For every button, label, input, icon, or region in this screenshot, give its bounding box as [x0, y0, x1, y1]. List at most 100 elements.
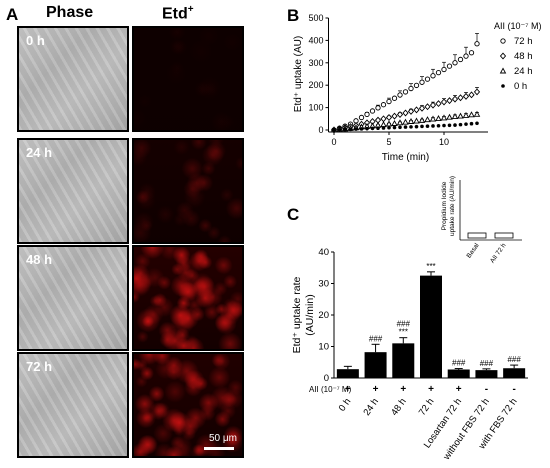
- phase-image-0: 0 h: [17, 26, 129, 132]
- c-aii-mark: -: [512, 384, 515, 395]
- b-point-0h: [431, 124, 435, 128]
- c-significance-mark: ***: [399, 328, 408, 337]
- b-point-24h: [380, 121, 387, 128]
- b-point-24h: [446, 113, 453, 120]
- b-point-72h: [452, 60, 458, 66]
- b-point-72h: [474, 41, 480, 47]
- b-y-axis-label: Etd⁺ uptake (AU): [293, 36, 304, 112]
- b-point-48h: [429, 101, 437, 109]
- c-significance-mark: ***: [426, 262, 435, 271]
- c-significance-mark: ###: [480, 359, 494, 368]
- b-point-48h: [473, 88, 481, 96]
- b-point-72h: [402, 89, 409, 95]
- b-point-48h: [446, 97, 453, 105]
- b-point-72h: [375, 105, 381, 111]
- b-point-24h: [347, 124, 354, 131]
- b-point-72h: [457, 56, 464, 63]
- b-point-0h: [436, 123, 441, 128]
- b-point-24h: [352, 124, 360, 131]
- b-point-72h: [358, 114, 365, 121]
- b-point-24h: [473, 110, 481, 117]
- c-bar-1: [364, 352, 387, 378]
- b-point-24h: [341, 125, 349, 132]
- etd-fluorescence-image-3: 50 μm: [132, 352, 244, 458]
- c-significance-mark: ###: [369, 334, 383, 343]
- c-bar-5: [475, 370, 498, 378]
- b-point-48h: [374, 116, 382, 124]
- c-aii-mark: +: [456, 384, 462, 395]
- b-point-72h: [424, 76, 431, 82]
- b-legend-marker: [499, 67, 507, 74]
- b-point-24h: [374, 121, 382, 128]
- b-point-48h: [369, 118, 376, 125]
- b-point-24h: [468, 111, 475, 118]
- c-aii-mark: +: [373, 384, 379, 395]
- c-significance-mark: ###: [452, 359, 466, 368]
- c-ytick-label: 30: [318, 279, 329, 290]
- b-ytick-label: 200: [308, 80, 323, 90]
- b-point-48h: [363, 119, 371, 127]
- b-point-24h: [451, 113, 459, 120]
- c-bar-4: [447, 369, 470, 378]
- b-point-48h: [407, 107, 415, 115]
- b-point-0h: [425, 124, 430, 128]
- c-bar-2: [392, 343, 415, 378]
- b-point-0h: [376, 126, 380, 131]
- c-category-label: without FBS 72 h: [441, 396, 492, 462]
- b-point-24h: [385, 120, 393, 127]
- b-point-0h: [458, 122, 463, 127]
- b-xtick-label: 10: [439, 137, 449, 147]
- c-ytick-label: 10: [318, 342, 329, 353]
- b-point-72h: [435, 70, 442, 76]
- b-point-24h: [413, 117, 420, 124]
- inset-bar-0: [467, 232, 487, 239]
- panel-b-label: B: [287, 6, 300, 25]
- b-point-48h: [358, 120, 365, 128]
- b-point-48h: [402, 109, 409, 117]
- b-point-48h: [418, 104, 426, 112]
- c-category-label: with FBS 72 h: [476, 396, 520, 452]
- b-point-0h: [453, 123, 457, 127]
- c-bar-0: [336, 369, 359, 378]
- b-point-48h: [435, 100, 442, 108]
- b-point-72h: [468, 50, 475, 56]
- b-point-72h: [441, 66, 447, 73]
- b-point-48h: [462, 92, 470, 100]
- b-point-0h: [359, 127, 364, 131]
- b-ytick-label: 500: [308, 13, 323, 23]
- b-point-72h: [342, 123, 348, 129]
- b-point-72h: [446, 63, 453, 69]
- b-point-72h: [347, 121, 354, 127]
- b-ytick-label: 400: [308, 35, 323, 45]
- b-point-72h: [386, 98, 392, 105]
- b-point-72h: [408, 85, 414, 92]
- b-point-72h: [397, 92, 403, 98]
- c-significance-mark: ###: [507, 355, 521, 364]
- b-point-0h: [420, 124, 424, 129]
- b-point-0h: [442, 123, 446, 128]
- b-point-0h: [403, 125, 408, 129]
- b-point-48h: [352, 122, 360, 129]
- b-point-48h: [385, 113, 393, 121]
- b-point-0h: [475, 121, 479, 126]
- b-point-0h: [332, 128, 336, 132]
- b-point-0h: [354, 127, 358, 131]
- b-point-48h: [468, 91, 475, 99]
- b-legend-label: 24 h: [514, 66, 533, 77]
- b-point-72h: [430, 73, 436, 79]
- b-point-0h: [381, 126, 386, 130]
- b-point-72h: [353, 118, 359, 124]
- b-point-48h: [451, 95, 459, 103]
- b-point-72h: [369, 108, 376, 114]
- b-legend-marker: [501, 84, 505, 88]
- b-point-72h: [463, 53, 469, 59]
- inset-category-label: AII 72 h: [489, 242, 508, 265]
- c-aii-mark: +: [345, 384, 351, 395]
- inset-y-label-line1: Propidium Iodide: [441, 181, 448, 230]
- phase-image-2: 48 h: [17, 245, 129, 351]
- b-point-48h: [396, 111, 404, 119]
- b-point-24h: [402, 118, 409, 125]
- b-point-72h: [364, 111, 370, 117]
- b-point-48h: [330, 126, 338, 134]
- b-point-48h: [341, 124, 349, 132]
